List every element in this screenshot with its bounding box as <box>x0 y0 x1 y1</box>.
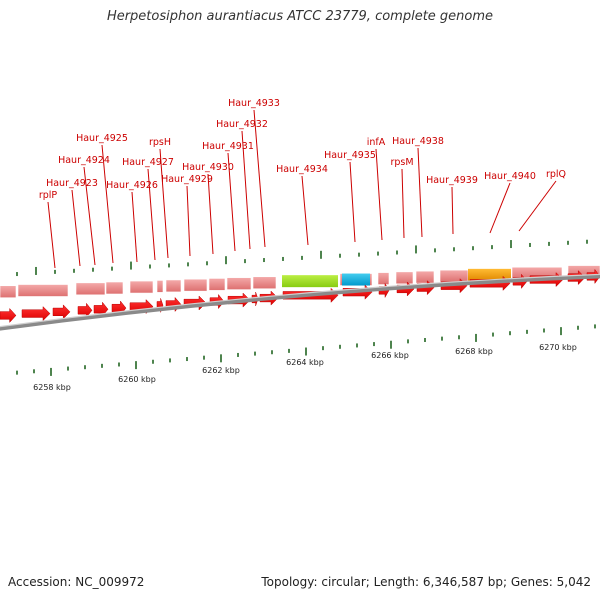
gene-block <box>377 272 390 285</box>
leader-line <box>489 182 511 234</box>
gene-block <box>165 279 182 293</box>
cds-arrow <box>77 302 93 319</box>
gene-block <box>105 281 124 295</box>
gene-block <box>75 282 106 296</box>
gene-label: rplQ <box>546 169 566 180</box>
leader-line <box>227 152 236 252</box>
gene-block <box>0 285 17 299</box>
gene-label: Haur_4932 <box>216 119 268 130</box>
gene-label: Haur_4925 <box>76 133 128 144</box>
gene-block <box>156 280 164 293</box>
gene-block-highlight-orange <box>468 268 511 281</box>
gene-label: Haur_4939 <box>426 175 478 186</box>
leader-line <box>253 109 266 248</box>
cds-arrow <box>52 304 71 320</box>
leader-line <box>349 161 356 243</box>
gene-block <box>183 278 208 292</box>
genome-summary-text: Topology: circular; Length: 6,346,587 bp… <box>261 575 591 589</box>
leader-line <box>375 148 383 241</box>
kbp-scale-label: 6260 kbp <box>118 375 156 384</box>
kbp-scale-label: 6270 kbp <box>539 343 577 352</box>
gene-block <box>208 278 226 291</box>
gene-label: Haur_4929 <box>161 174 213 185</box>
kbp-scale-label: 6266 kbp <box>371 351 409 360</box>
gene-label: Haur_4927 <box>122 157 174 168</box>
gene-label: Haur_4935 <box>324 150 376 161</box>
gene-label: Haur_4923 <box>46 178 98 189</box>
gene-block <box>17 284 69 297</box>
leader-line <box>101 144 114 264</box>
gene-block <box>439 269 469 283</box>
gene-label: Haur_4926 <box>106 180 158 191</box>
gene-block <box>226 277 252 290</box>
outer-tick-marks <box>16 239 588 277</box>
gene-label: Haur_4924 <box>58 155 110 166</box>
cds-arrow <box>21 305 51 322</box>
gene-block <box>129 280 154 294</box>
gene-label: Haur_4930 <box>182 162 234 173</box>
kbp-scale-labels: 6258 kbp 6260 kbp 6262 kbp 6264 kbp 6266 kbp… <box>33 343 577 392</box>
leader-line <box>417 147 423 238</box>
gene-block <box>395 271 414 285</box>
genome-backbone <box>0 274 600 331</box>
genome-backbone-highlight <box>0 273 600 328</box>
gene-block <box>415 270 435 284</box>
leader-line <box>159 148 169 259</box>
label-leader-lines <box>47 109 557 269</box>
genome-title: Herpetosiphon aurantiacus ATCC 23779, co… <box>106 9 494 24</box>
leader-line <box>71 189 81 267</box>
cds-arrow <box>0 307 17 324</box>
gene-label: infA <box>367 137 386 148</box>
leader-line <box>451 186 454 235</box>
kbp-scale-label: 6258 kbp <box>33 383 71 392</box>
gene-block <box>252 276 277 290</box>
gene-label: rpsM <box>390 157 413 168</box>
gene-block-highlight-blue <box>342 273 370 286</box>
gene-label: Haur_4938 <box>392 136 444 147</box>
inner-tick-marks <box>16 324 596 376</box>
leader-line <box>301 175 309 246</box>
gene-label: Haur_4933 <box>228 98 280 109</box>
gene-label: rpsH <box>149 137 171 148</box>
leader-line <box>147 168 156 261</box>
leader-line <box>186 185 191 257</box>
cds-arrow <box>93 301 109 317</box>
kbp-scale-label: 6264 kbp <box>286 358 324 367</box>
leader-line <box>83 166 96 266</box>
leader-line <box>47 201 56 269</box>
leader-line <box>131 191 138 263</box>
gene-label: rplP <box>39 190 58 201</box>
gene-label: Haur_4940 <box>484 171 536 182</box>
accession-text: Accession: NC_009972 <box>8 575 145 589</box>
gene-label: Haur_4934 <box>276 164 328 175</box>
kbp-scale-label: 6262 kbp <box>202 366 240 375</box>
leader-line <box>518 180 557 232</box>
leader-line <box>241 130 251 250</box>
gene-label: Haur_4931 <box>202 141 254 152</box>
leader-line <box>207 173 214 255</box>
leader-line <box>401 168 405 239</box>
gene-block-highlight-green <box>282 275 338 288</box>
kbp-scale-label: 6268 kbp <box>455 347 493 356</box>
